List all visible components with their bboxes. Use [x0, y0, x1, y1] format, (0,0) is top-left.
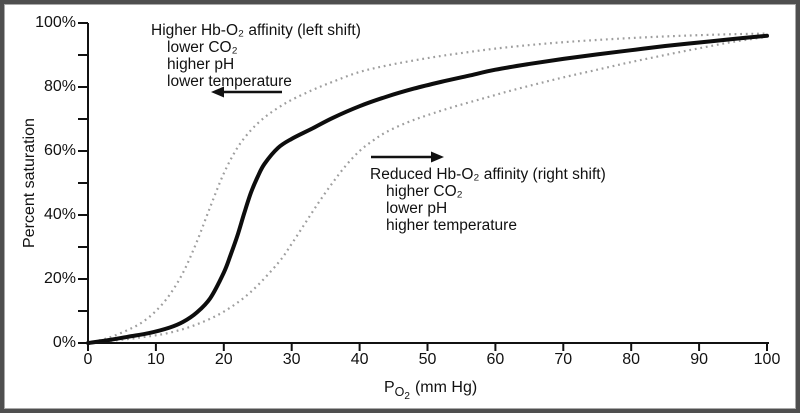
- x-axis-label-units: (mm Hg): [414, 379, 478, 396]
- x-axis-label: PO2 (mm Hg): [384, 379, 477, 402]
- x-tick-label: 90: [690, 351, 708, 368]
- right-shift-annotation-title: Reduced Hb-O₂ affinity (right shift): [370, 166, 606, 183]
- x-tick-label: 60: [486, 351, 505, 368]
- left-shift-annotation-title: Higher Hb-O₂ affinity (left shift): [151, 22, 361, 39]
- left-shift-arrow-icon: [211, 86, 224, 98]
- x-tick-label: 0: [83, 351, 93, 368]
- right-shift-annotation: Reduced Hb-O₂ affinity (right shift) hig…: [370, 166, 606, 234]
- x-tick-label: 100: [753, 351, 781, 368]
- left-shift-annotation-line: lower CO₂: [167, 39, 238, 56]
- x-tick-label: 10: [146, 351, 165, 368]
- right-shift-annotation-line: higher CO₂: [386, 183, 463, 200]
- right-shift-curve: [87, 35, 768, 345]
- y-tick-label: 0%: [52, 334, 76, 351]
- right-shift-arrow-icon: [431, 151, 444, 163]
- right-shift-annotation-line: lower pH: [386, 200, 448, 217]
- left-shift-annotation: Higher Hb-O₂ affinity (left shift) lower…: [151, 22, 361, 90]
- y-tick-label: 40%: [43, 206, 76, 223]
- x-tick-label: 20: [214, 351, 233, 368]
- y-axis-label: Percent saturation: [21, 118, 38, 248]
- x-tick-label: 30: [282, 351, 301, 368]
- x-tick-label: 40: [350, 351, 369, 368]
- normal-curve: [86, 33, 769, 345]
- x-axis-label-subsubscript: 2: [404, 391, 410, 402]
- x-axis-label-subscript: O: [394, 385, 405, 399]
- left-shift-annotation-line: lower temperature: [167, 73, 292, 90]
- y-tick-label: 100%: [35, 14, 76, 31]
- x-tick-label: 70: [554, 351, 573, 368]
- y-tick-label: 60%: [43, 142, 76, 159]
- x-tick-label: 50: [418, 351, 437, 368]
- y-tick-label: 20%: [43, 270, 76, 287]
- x-tick-label: 80: [622, 351, 641, 368]
- x-axis-label-symbol: P: [384, 379, 395, 396]
- y-tick-label: 80%: [43, 78, 76, 95]
- left-shift-annotation-line: higher pH: [167, 56, 235, 73]
- right-shift-annotation-line: higher temperature: [386, 217, 517, 234]
